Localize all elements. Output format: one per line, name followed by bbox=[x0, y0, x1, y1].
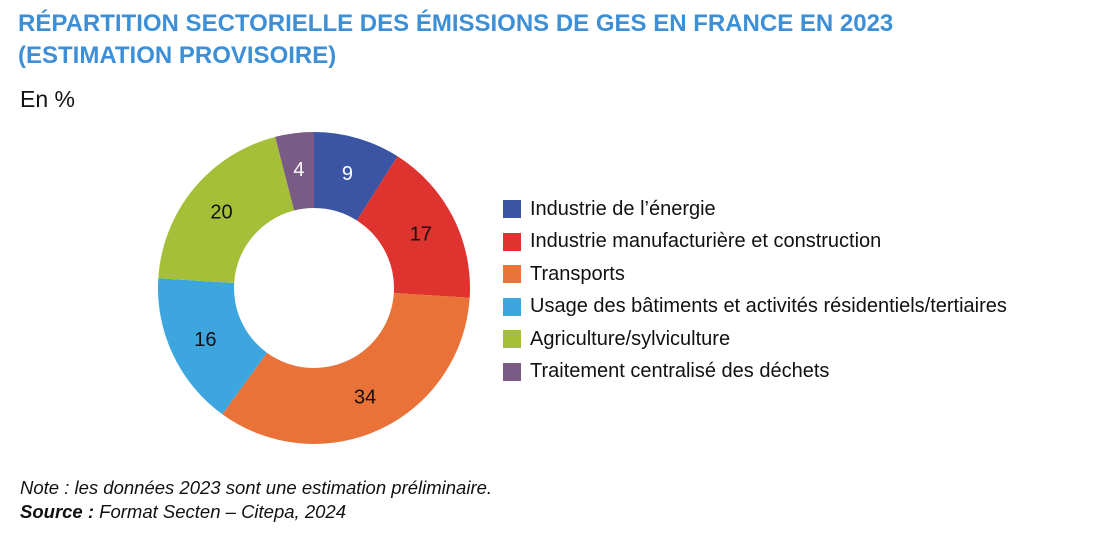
slice-3 bbox=[158, 278, 267, 415]
source-text: Format Secten – Citepa, 2024 bbox=[94, 501, 346, 522]
legend-swatch bbox=[503, 232, 521, 251]
note-text: Note : les données 2023 sont une estimat… bbox=[20, 477, 493, 498]
legend-item: Industrie de l’énergie bbox=[503, 193, 1007, 226]
legend-swatch bbox=[503, 297, 521, 316]
data-label-3: 16 bbox=[194, 329, 216, 351]
legend-item: Industrie manufacturière et construction bbox=[503, 226, 1007, 259]
source-line: Source : Format Secten – Citepa, 2024 bbox=[20, 500, 492, 524]
legend-label: Usage des bâtiments et activités résiden… bbox=[530, 295, 1007, 318]
slice-1 bbox=[356, 156, 470, 298]
data-label-4: 20 bbox=[210, 202, 232, 224]
legend-swatch bbox=[503, 362, 521, 381]
data-label-2: 34 bbox=[354, 387, 376, 409]
slice-0 bbox=[314, 132, 398, 221]
legend: Industrie de l’énergie Industrie manufact… bbox=[503, 193, 1007, 388]
legend-label: Transports bbox=[530, 262, 625, 285]
unit-label: En % bbox=[20, 86, 75, 112]
legend-swatch bbox=[503, 330, 521, 349]
legend-swatch bbox=[503, 200, 521, 219]
data-label-1: 17 bbox=[410, 224, 432, 246]
slice-5 bbox=[275, 132, 314, 211]
slice-2 bbox=[222, 293, 470, 445]
data-label-5: 4 bbox=[293, 159, 304, 181]
legend-item: Usage des bâtiments et activités résiden… bbox=[503, 291, 1007, 324]
chart-title: RÉPARTITION SECTORIELLE DES ÉMISSIONS DE… bbox=[18, 10, 894, 69]
legend-label: Agriculture/sylviculture bbox=[530, 327, 731, 350]
donut-chart: 9 17 34 16 20 4 bbox=[158, 132, 470, 445]
slice-4 bbox=[158, 136, 295, 283]
legend-swatch bbox=[503, 265, 521, 284]
legend-item: Agriculture/sylviculture bbox=[503, 323, 1007, 356]
note: Note : les données 2023 sont une estimat… bbox=[20, 476, 492, 524]
data-label-0: 9 bbox=[342, 163, 353, 185]
legend-label: Traitement centralisé des déchets bbox=[530, 360, 830, 383]
legend-label: Industrie de l’énergie bbox=[530, 197, 716, 220]
legend-item: Transports bbox=[503, 258, 1007, 291]
source-label: Source : bbox=[20, 501, 95, 522]
legend-label: Industrie manufacturière et construction bbox=[530, 230, 882, 253]
legend-item: Traitement centralisé des déchets bbox=[503, 356, 1007, 389]
